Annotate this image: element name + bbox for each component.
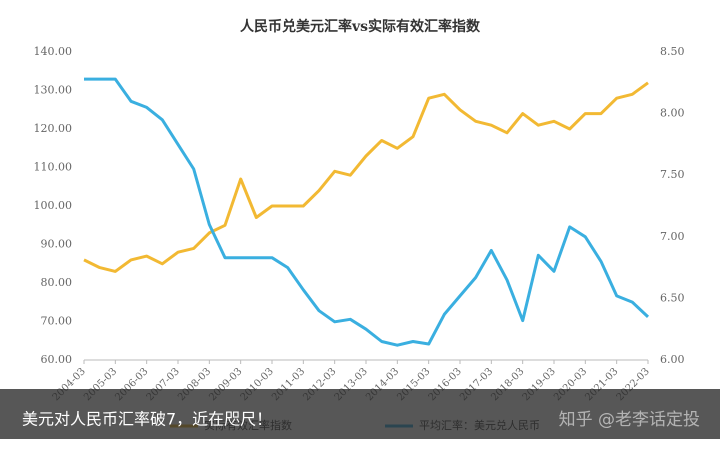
y2-tick-label: 7.00 [660,230,685,243]
y-tick-label: 100.00 [34,199,73,212]
y2-tick-label: 8.00 [660,107,685,120]
series-line [84,77,650,347]
y-tick-label: 130.00 [34,84,73,97]
y-tick-label: 90.00 [41,238,73,251]
y2-tick-label: 8.50 [660,45,685,58]
caption-bar [0,389,720,439]
series-line [83,81,649,273]
chart-title: 人民币兑美元汇率vs实际有效汇率指数 [240,18,481,35]
y-tick-label: 140.00 [34,45,73,58]
caption: 美元对人民币汇率破7，近在咫尺！ [22,410,272,429]
y2-tick-label: 6.00 [660,353,685,366]
watermark: 知乎 @老李话定投 [559,410,700,430]
y-tick-label: 120.00 [34,122,73,135]
y-tick-label: 60.00 [41,353,73,366]
y2-tick-label: 6.50 [660,291,685,304]
y2-tick-label: 7.50 [660,168,685,181]
y-tick-label: 80.00 [41,276,73,289]
y-tick-label: 70.00 [41,315,73,328]
y-tick-label: 110.00 [34,161,73,174]
